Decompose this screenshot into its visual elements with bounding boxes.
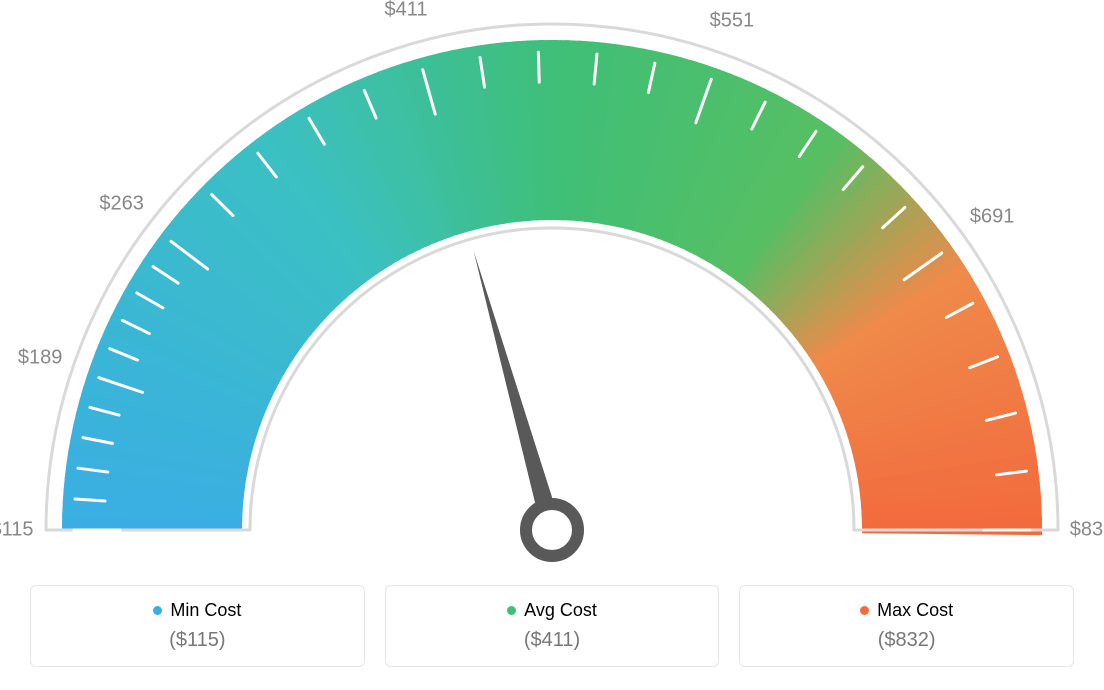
legend-card-avg: Avg Cost ($411) xyxy=(385,585,720,667)
tick-label: $551 xyxy=(710,9,755,32)
dot-icon xyxy=(153,606,162,615)
legend-title: Avg Cost xyxy=(507,600,597,621)
legend-title-text: Max Cost xyxy=(877,600,953,621)
tick-label: $115 xyxy=(0,519,34,542)
legend-title: Min Cost xyxy=(153,600,241,621)
legend-card-max: Max Cost ($832) xyxy=(739,585,1074,667)
legend-title-text: Avg Cost xyxy=(524,600,597,621)
legend-value: ($115) xyxy=(31,629,364,652)
tick-label: $411 xyxy=(384,0,427,22)
legend: Min Cost ($115) Avg Cost ($411) Max Cost… xyxy=(0,585,1104,667)
legend-value: ($832) xyxy=(740,629,1073,652)
gauge-svg xyxy=(0,0,1104,575)
gauge-chart: $115 $189 $263 $411 $551 $691 $832 xyxy=(0,0,1104,575)
tick-label: $691 xyxy=(970,206,1015,229)
dot-icon xyxy=(507,606,516,615)
tick-label: $832 xyxy=(1070,519,1104,542)
tick-label: $263 xyxy=(99,192,144,215)
legend-title: Max Cost xyxy=(860,600,953,621)
legend-value: ($411) xyxy=(386,629,719,652)
legend-title-text: Min Cost xyxy=(170,600,241,621)
dot-icon xyxy=(860,606,869,615)
legend-card-min: Min Cost ($115) xyxy=(30,585,365,667)
tick-label: $189 xyxy=(18,346,63,369)
